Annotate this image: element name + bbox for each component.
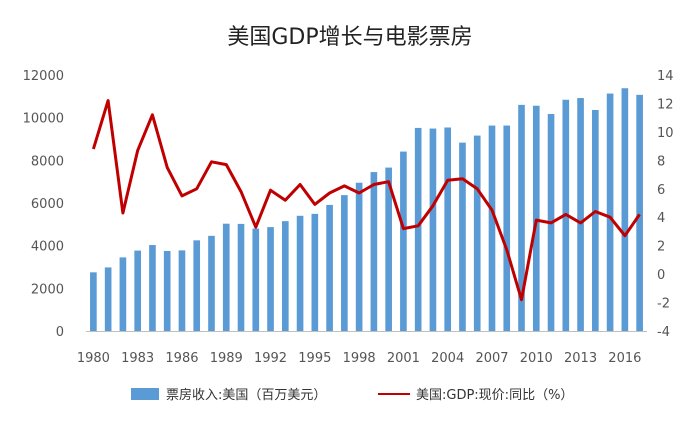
- bar: [503, 125, 511, 331]
- x-tick-label: 2016: [608, 351, 641, 366]
- x-tick-label: 1992: [254, 351, 287, 366]
- bar: [311, 213, 319, 331]
- x-tick-label: 2007: [475, 351, 508, 366]
- left-tick-label: 6000: [31, 197, 64, 212]
- left-axis-ticks: 0 2000 4000 6000 8000 10000 12000: [23, 69, 64, 340]
- left-tick-label: 4000: [31, 240, 64, 255]
- right-tick-label: 0: [657, 268, 665, 283]
- right-axis-ticks: -4 -2 0 2 4 6 8 10 12 14: [657, 69, 674, 340]
- bar: [208, 235, 215, 331]
- right-tick-label: 10: [657, 126, 674, 141]
- right-tick-label: 4: [657, 211, 665, 226]
- x-tick-label: 1989: [210, 351, 243, 366]
- x-tick-label: 1986: [165, 351, 198, 366]
- bar: [252, 228, 260, 331]
- bar: [119, 257, 127, 331]
- bar: [488, 125, 496, 331]
- x-tick-label: 2004: [431, 351, 464, 366]
- legend-bar-label: 票房收入:美国（百万美元）: [166, 387, 326, 403]
- bar-series: [90, 88, 643, 331]
- bar: [592, 109, 599, 331]
- bar: [459, 142, 466, 331]
- legend: 票房收入:美国（百万美元） 美国:GDP:现价:同比（%）: [131, 387, 573, 403]
- x-axis-ticks: 1980 1983 1986 1989 1992 1995 1998 2001 2004 2007…: [77, 351, 642, 366]
- bar: [385, 167, 392, 331]
- bar: [104, 267, 112, 331]
- right-tick-label: 8: [657, 154, 665, 169]
- bar: [296, 215, 304, 331]
- right-tick-label: 12: [657, 97, 674, 112]
- bar: [400, 151, 407, 331]
- right-tick-label: -4: [657, 325, 670, 340]
- bar: [90, 272, 97, 331]
- bar: [444, 127, 452, 331]
- left-tick-label: 8000: [31, 154, 64, 169]
- bar: [163, 251, 171, 331]
- bar: [222, 223, 230, 331]
- right-tick-label: 2: [657, 240, 665, 255]
- chart-title: 美国GDP增长与电影票房: [227, 25, 472, 50]
- bar: [237, 223, 245, 331]
- bar: [518, 104, 525, 331]
- bar: [134, 250, 141, 331]
- x-tick-label: 2010: [520, 351, 553, 366]
- bar: [193, 240, 201, 331]
- right-tick-label: 6: [657, 183, 665, 198]
- bar: [267, 227, 274, 331]
- legend-line-label: 美国:GDP:现价:同比（%）: [416, 388, 573, 403]
- bar: [149, 245, 156, 331]
- x-tick-label: 1995: [298, 351, 331, 366]
- right-tick-label: 14: [657, 69, 674, 84]
- gdp-growth-line: [91, 99, 641, 302]
- x-tick-label: 1998: [343, 351, 376, 366]
- right-tick-label: -2: [657, 297, 670, 312]
- bar: [429, 128, 437, 331]
- x-tick-label: 2001: [387, 351, 420, 366]
- bar: [532, 105, 540, 331]
- bar: [414, 127, 422, 331]
- bar: [281, 221, 289, 331]
- bar: [473, 135, 481, 331]
- left-tick-label: 12000: [23, 69, 64, 84]
- bar: [326, 204, 333, 331]
- x-tick-label: 2013: [564, 351, 597, 366]
- left-tick-label: 2000: [31, 282, 64, 297]
- x-tick-label: 1980: [77, 351, 110, 366]
- bar: [577, 98, 584, 331]
- bar: [636, 94, 643, 331]
- x-tick-label: 1983: [121, 351, 154, 366]
- bar: [606, 93, 614, 331]
- bar: [355, 182, 363, 331]
- left-tick-label: 10000: [23, 112, 64, 127]
- left-tick-label: 0: [56, 325, 64, 340]
- bar: [370, 172, 378, 331]
- bar: [621, 88, 629, 331]
- bar: [178, 250, 186, 331]
- legend-bar-swatch: [131, 388, 159, 400]
- bar: [341, 195, 348, 331]
